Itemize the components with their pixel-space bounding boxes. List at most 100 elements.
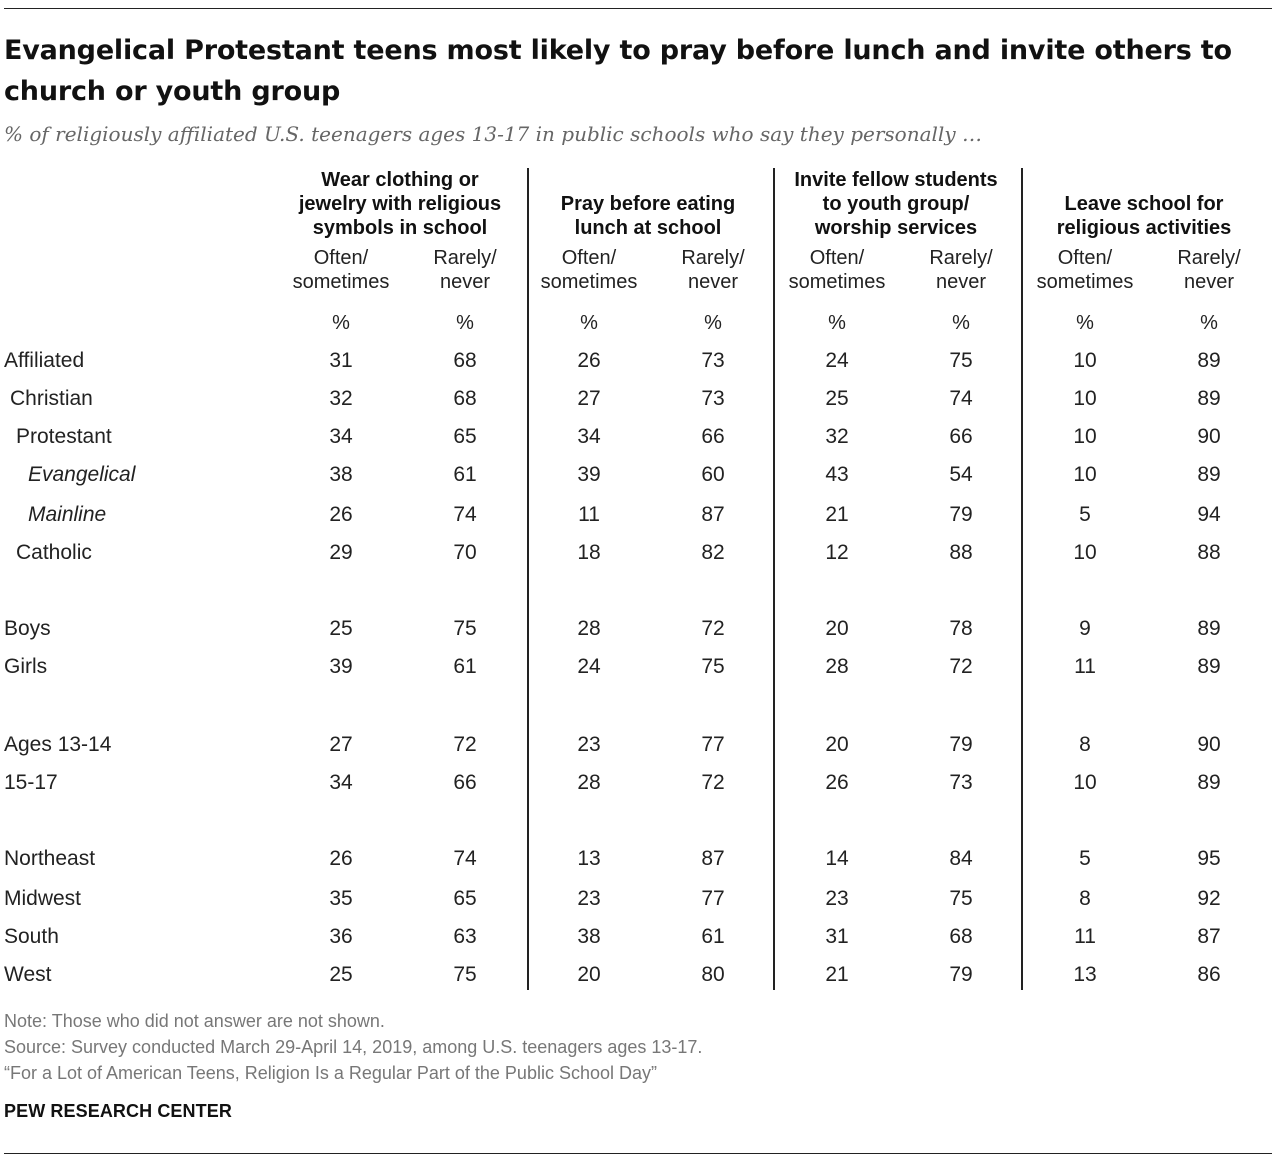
table-cell-value: 90 (1197, 425, 1221, 448)
table-row: West 25 75 20 80 21 79 13 86 (0, 962, 1278, 988)
chart-subtitle: % of religiously affiliated U.S. teenage… (4, 122, 982, 146)
percent-unit-label: % (1076, 312, 1094, 334)
column-subheader-line: sometimes (788, 271, 886, 293)
notes: Note: Those who did not answer are not s… (4, 1008, 702, 1086)
table-cell-value: 26 (329, 503, 353, 526)
row-label: Catholic (16, 541, 92, 564)
table-cell-value: 28 (577, 771, 601, 794)
row-label: 15-17 (4, 771, 58, 794)
table-cell-value: 73 (949, 771, 973, 794)
column-subheader-line: sometimes (540, 271, 638, 293)
table-cell-value: 28 (825, 655, 849, 678)
table-cell-value: 61 (701, 925, 725, 948)
table-cell-value: 24 (825, 349, 849, 372)
table-cell-value: 89 (1197, 463, 1221, 486)
table-cell-value: 65 (453, 887, 477, 910)
column-group-header-line: Pray before eating (560, 193, 736, 215)
table-cell-value: 87 (701, 503, 725, 526)
table-cell-value: 26 (577, 349, 601, 372)
column-subheader-line: sometimes (292, 271, 390, 293)
table-cell-value: 89 (1197, 655, 1221, 678)
report-title-text: “For a Lot of American Teens, Religion I… (4, 1063, 657, 1083)
table-row: Boys 25 75 28 72 20 78 9 89 (0, 616, 1278, 642)
table-cell-value: 26 (825, 771, 849, 794)
table-row: Ages 13-14 27 72 23 77 20 79 8 90 (0, 732, 1278, 758)
table-row: Christian 32 68 27 73 25 74 10 89 (0, 386, 1278, 412)
table-cell-value: 89 (1197, 387, 1221, 410)
table-cell-value: 23 (577, 887, 601, 910)
table-cell-value: 72 (701, 771, 725, 794)
column-subheader-line: Often/ (1057, 247, 1113, 269)
table-cell-value: 13 (577, 847, 601, 870)
table-cell-value: 65 (453, 425, 477, 448)
table-cell-value: 25 (329, 963, 353, 986)
table-cell-value: 75 (701, 655, 725, 678)
column-group-header: Leave school for religious activities (1024, 192, 1264, 240)
brand-logo-text: PEW RESEARCH CENTER (4, 1101, 232, 1121)
table-cell-value: 74 (453, 503, 477, 526)
table-cell-value: 31 (825, 925, 849, 948)
table-cell-value: 89 (1197, 771, 1221, 794)
table-cell-value: 79 (949, 503, 973, 526)
table-cell-value: 20 (825, 733, 849, 756)
table-cell-value: 31 (329, 349, 353, 372)
table-cell-value: 77 (701, 733, 725, 756)
table-cell-value: 80 (701, 963, 725, 986)
column-subheader-line: Rarely/ (929, 247, 993, 269)
table-cell-value: 32 (329, 387, 353, 410)
table-cell-value: 74 (949, 387, 973, 410)
table-cell-value: 87 (701, 847, 725, 870)
column-subheader-line: Often/ (809, 247, 865, 269)
table-cell-value: 11 (1074, 655, 1096, 678)
column-subheader: Rarely/never (1147, 246, 1271, 294)
table-cell-value: 88 (949, 541, 973, 564)
table-cell-value: 88 (1197, 541, 1221, 564)
table-cell-value: 13 (1073, 963, 1097, 986)
column-group-header: Wear clothing or jewelry with religious sy… (280, 168, 520, 240)
table-cell-value: 20 (825, 617, 849, 640)
column-subheader: Rarely/never (899, 246, 1023, 294)
column-subheader-line: never (935, 271, 987, 293)
table-cell-value: 79 (949, 733, 973, 756)
table-cell-value: 61 (453, 655, 477, 678)
column-group-header-line: to youth group/ (822, 193, 970, 215)
table-row: Evangelical 38 61 39 60 43 54 10 89 (0, 462, 1278, 488)
table-row: South 36 63 38 61 31 68 11 87 (0, 924, 1278, 950)
table-cell-value: 84 (949, 847, 973, 870)
table-cell-value: 94 (1197, 503, 1221, 526)
table-cell-value: 18 (577, 541, 601, 564)
table-cell-value: 10 (1073, 387, 1097, 410)
column-subheader-line: Rarely/ (433, 247, 497, 269)
table-cell-value: 9 (1079, 617, 1091, 640)
table-cell-value: 72 (453, 733, 477, 756)
table-cell-value: 90 (1197, 733, 1221, 756)
table-cell-value: 82 (701, 541, 725, 564)
row-label: South (4, 925, 59, 948)
table-cell-value: 20 (577, 963, 601, 986)
row-label: Midwest (4, 887, 82, 910)
column-subheader: Rarely/never (651, 246, 775, 294)
top-rule (4, 8, 1272, 9)
table-cell-value: 70 (453, 541, 477, 564)
table-row: 15-17 34 66 28 72 26 73 10 89 (0, 770, 1278, 796)
table-cell-value: 68 (949, 925, 973, 948)
column-subheader-line: never (1183, 271, 1235, 293)
table-cell-value: 78 (949, 617, 973, 640)
percent-unit-label: % (952, 312, 970, 334)
table-cell-value: 75 (949, 887, 973, 910)
table-row: Protestant 34 65 34 66 32 66 10 90 (0, 424, 1278, 450)
table-cell-value: 95 (1197, 847, 1221, 870)
row-label: Christian (10, 387, 93, 410)
table-cell-value: 25 (825, 387, 849, 410)
table-cell-value: 8 (1079, 887, 1091, 910)
table-cell-value: 5 (1079, 847, 1091, 870)
column-subheader-line: Rarely/ (1177, 247, 1241, 269)
table-cell-value: 11 (1074, 925, 1096, 948)
column-group-header-line: lunch at school (574, 217, 722, 239)
table-cell-value: 38 (577, 925, 601, 948)
row-label: Ages 13-14 (4, 733, 112, 756)
table-cell-value: 27 (577, 387, 601, 410)
table-cell-value: 34 (329, 425, 353, 448)
table-cell-value: 10 (1073, 349, 1097, 372)
source-text: Source: Survey conducted March 29-April … (4, 1037, 703, 1057)
